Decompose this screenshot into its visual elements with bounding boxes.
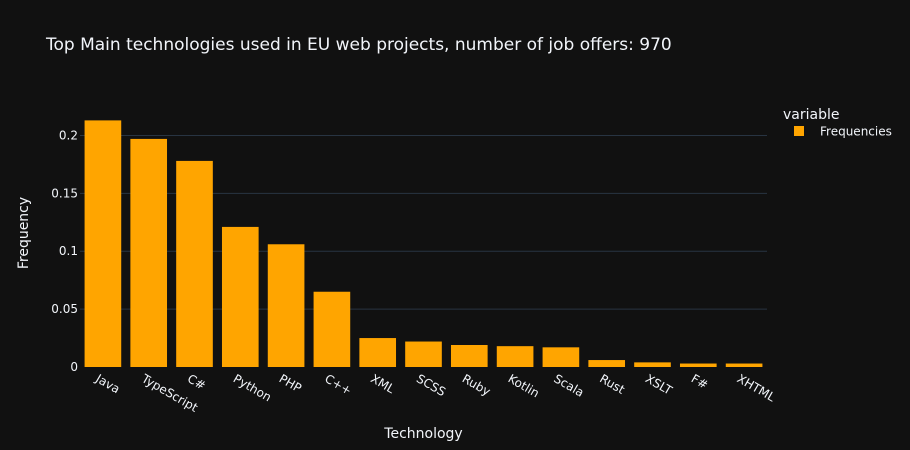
y-tick-label: 0 xyxy=(70,360,78,374)
legend: variable Frequencies xyxy=(783,107,892,139)
y-tick-label: 0.05 xyxy=(51,302,78,316)
y-tick-label: 0.2 xyxy=(59,128,78,142)
bar-xslt[interactable] xyxy=(634,362,671,367)
x-axis-title: Technology xyxy=(383,426,462,442)
bar-rust[interactable] xyxy=(588,360,626,367)
bar-scala[interactable] xyxy=(542,347,580,367)
bar-php[interactable] xyxy=(267,244,305,367)
bar-layer xyxy=(84,120,763,367)
chart-title: Top Main technologies used in EU web pro… xyxy=(45,35,672,55)
bar-cplusplus[interactable] xyxy=(313,291,351,367)
legend-title: variable xyxy=(783,107,839,123)
bar-xhtml[interactable] xyxy=(725,363,763,367)
bar-csharp[interactable] xyxy=(176,160,213,367)
bar-scss[interactable] xyxy=(405,341,442,367)
y-tick-label: 0.1 xyxy=(59,244,78,258)
legend-item-label: Frequencies xyxy=(820,125,892,139)
y-tick-layer: 0 0.05 0.1 0.15 0.2 xyxy=(51,128,78,374)
bar-ruby[interactable] xyxy=(450,345,488,367)
bar-kotlin[interactable] xyxy=(496,346,534,367)
bar-xml[interactable] xyxy=(359,338,397,367)
bar-java[interactable] xyxy=(84,120,122,367)
legend-item-frequencies[interactable]: Frequencies xyxy=(794,125,892,139)
legend-swatch xyxy=(794,126,804,136)
bar-fsharp[interactable] xyxy=(679,363,717,367)
y-axis-title: Frequency xyxy=(16,197,32,269)
bar-python[interactable] xyxy=(221,226,259,367)
y-tick-label: 0.15 xyxy=(51,186,78,200)
bar-typescript[interactable] xyxy=(130,138,168,367)
